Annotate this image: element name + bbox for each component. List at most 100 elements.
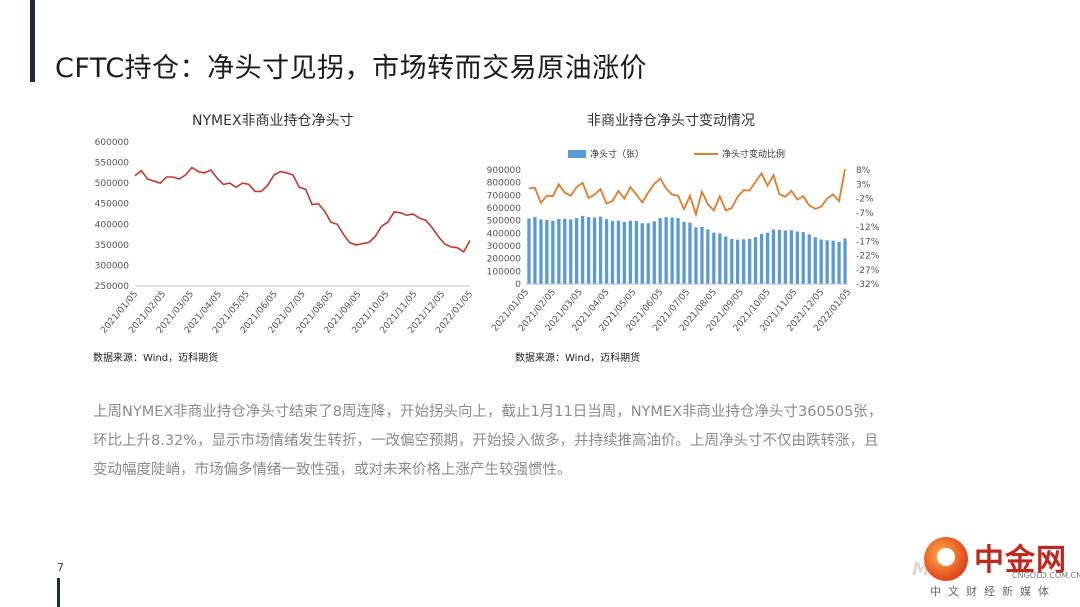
y-tick-label: 0 <box>515 280 521 290</box>
net-position-bar <box>557 218 561 284</box>
net-position-bar <box>795 231 799 284</box>
legend-bar-swatch <box>568 150 586 158</box>
net-position-bar <box>837 241 841 284</box>
y-tick-label: 100000 <box>487 267 522 277</box>
net-position-line-chart: 600000 550000 500000 450000 400000 350000 3000… <box>95 138 476 336</box>
y-tick-label: 600000 <box>487 204 522 214</box>
net-position-bar <box>718 233 722 284</box>
cngold-logo: M 中金网 CNGOLD.COM.CN 中文财经新媒体 <box>912 533 1080 603</box>
net-position-bar <box>604 219 609 284</box>
net-position-bar <box>610 221 615 284</box>
net-position-bar <box>640 223 644 284</box>
y2-tick-label: -17% <box>856 237 880 247</box>
net-position-bar <box>592 217 597 284</box>
net-position-bar <box>813 237 817 284</box>
net-position-bar <box>545 220 549 284</box>
y-tick-label: 500000 <box>95 179 130 189</box>
net-position-change-combo-chart: 净头寸（张） 净头寸变动比例 900000 800000 700000 600000 500… <box>487 148 880 334</box>
y-tick-label: 400000 <box>487 229 522 239</box>
y2-tick-label: -27% <box>856 266 880 276</box>
net-position-bar <box>634 221 638 284</box>
y-tick-label: 500000 <box>487 217 522 227</box>
logo-domain: CNGOLD.COM.CN <box>1012 571 1080 580</box>
y2-tick-label: -22% <box>856 252 880 262</box>
net-position-bar <box>742 239 746 284</box>
y2-tick-label: 8% <box>856 166 871 176</box>
net-position-bar <box>700 227 704 284</box>
net-position-bar <box>682 221 686 284</box>
net-position-bar <box>598 216 603 284</box>
y-tick-label: 600000 <box>95 138 130 148</box>
y-tick-label: 450000 <box>95 200 130 210</box>
y-tick-label: 400000 <box>95 220 130 230</box>
net-position-bar <box>658 218 662 284</box>
y2-tick-label: -32% <box>856 280 880 290</box>
page-number: 7 <box>57 561 64 574</box>
change-ratio-line <box>528 168 846 218</box>
logo-inner-dot <box>937 548 955 566</box>
net-position-bar <box>587 217 591 284</box>
net-position-bar <box>771 229 776 284</box>
y-tick-label: 300000 <box>95 261 130 271</box>
y-tick-label: 300000 <box>487 242 522 252</box>
y-tick-label: 250000 <box>95 282 130 292</box>
y2-tick-label: 3% <box>856 180 871 190</box>
y2-tick-label: -2% <box>856 195 874 205</box>
legend-line-label: 净头寸变动比例 <box>722 148 785 160</box>
net-position-bar <box>706 229 710 284</box>
net-position-bar <box>724 236 728 284</box>
y2-tick-label: -7% <box>856 209 874 219</box>
y-tick-label: 200000 <box>487 255 522 265</box>
net-position-bar <box>575 218 579 284</box>
title-accent-bar <box>30 0 35 82</box>
net-position-bar <box>843 238 847 284</box>
y-tick-label: 550000 <box>95 159 130 169</box>
net-position-bar <box>777 229 782 284</box>
net-position-bar <box>670 217 674 284</box>
net-position-bar <box>652 221 656 284</box>
net-position-bar <box>819 239 823 284</box>
net-position-bar <box>622 221 626 284</box>
net-position-bar <box>783 230 787 284</box>
net-position-bar <box>616 220 621 284</box>
net-position-bar <box>533 216 537 284</box>
net-position-line <box>134 166 471 254</box>
net-position-bar <box>646 223 650 284</box>
net-position-bar <box>527 218 531 284</box>
net-position-bar <box>539 219 543 284</box>
logo-name: 中金网 <box>974 543 1067 578</box>
net-position-bar <box>581 215 585 284</box>
net-position-bar <box>753 237 758 284</box>
logo-slogan: 中文财经新媒体 <box>930 585 1056 598</box>
net-position-bar <box>676 218 680 284</box>
net-position-bar <box>789 230 793 284</box>
net-position-bar <box>759 234 764 284</box>
net-position-bar <box>664 217 668 284</box>
left-chart-source: 数据来源：Wind，迈科期货 <box>93 353 219 364</box>
slide-title: CFTC持仓：净头寸见拐，市场转而交易原油涨价 <box>55 53 648 84</box>
y-tick-label: 350000 <box>95 241 130 251</box>
legend-bar-label: 净头寸（张） <box>590 148 644 160</box>
y-tick-label: 700000 <box>487 191 522 201</box>
net-position-bar <box>748 238 752 284</box>
net-position-bar <box>628 220 632 284</box>
y2-tick-label: -12% <box>856 223 880 233</box>
net-position-bar <box>765 232 770 284</box>
net-position-bar <box>712 232 716 284</box>
net-position-bar <box>801 232 805 284</box>
y-tick-label: 900000 <box>487 166 522 176</box>
net-position-bar <box>694 227 698 284</box>
net-position-bar <box>563 218 567 284</box>
y-tick-label: 800000 <box>487 179 522 189</box>
body-paragraph: 上周NYMEX非商业持仓净头寸结束了8周连降，开始拐头向上，截止1月11日当周，… <box>93 404 883 478</box>
net-position-bar <box>730 239 734 284</box>
net-position-bar <box>807 234 811 284</box>
left-chart-title: NYMEX非商业持仓净头寸 <box>192 113 354 129</box>
net-position-bar <box>569 219 573 284</box>
footer-accent-bar <box>57 578 60 607</box>
net-position-bar <box>831 240 835 284</box>
right-chart-source: 数据来源：Wind，迈科期货 <box>515 353 641 364</box>
right-chart-title: 非商业持仓净头寸变动情况 <box>587 113 755 129</box>
net-position-bar <box>688 222 692 284</box>
net-position-bar <box>736 239 740 284</box>
